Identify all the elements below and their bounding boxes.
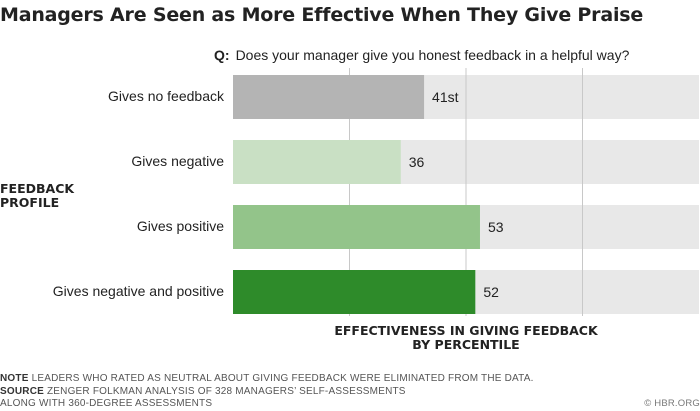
category-label: Gives no feedback: [108, 88, 224, 104]
bar: [233, 140, 401, 184]
bar: [233, 270, 476, 314]
data-label: 53: [488, 219, 504, 235]
category-label: Gives positive: [136, 218, 224, 234]
chart-title: Managers Are Seen as More Effective When…: [0, 4, 644, 26]
y-axis-label-line1: FEEDBACK: [0, 181, 75, 196]
y-axis-label-line2: PROFILE: [0, 195, 60, 210]
bar: [233, 75, 425, 119]
bar: [233, 205, 480, 249]
data-label: 52: [483, 284, 499, 300]
x-axis-label-line1: EFFECTIVENESS IN GIVING FEEDBACK: [334, 323, 598, 338]
question-text: Does your manager give you honest feedba…: [235, 47, 630, 63]
question-prefix: Q:: [214, 47, 230, 63]
source-text-line2: ALONG WITH 360-DEGREE ASSESSMENTS: [0, 398, 213, 409]
source-line: SOURCE ZENGER FOLKMAN ANALYSIS OF 328 MA…: [0, 386, 406, 397]
survey-question: Q: Does your manager give you honest feed…: [214, 47, 629, 63]
data-label: 41st: [432, 89, 459, 105]
source-label: SOURCE: [0, 386, 44, 397]
note-line: NOTE LEADERS WHO RATED AS NEUTRAL ABOUT …: [0, 373, 534, 384]
y-axis-label: FEEDBACK PROFILE: [0, 182, 74, 210]
x-axis-label: EFFECTIVENESS IN GIVING FEEDBACK BY PERC…: [233, 324, 699, 352]
note-text: LEADERS WHO RATED AS NEUTRAL ABOUT GIVIN…: [31, 373, 534, 384]
data-label: 36: [409, 154, 425, 170]
category-label: Gives negative and positive: [52, 283, 224, 299]
category-label: Gives negative: [131, 153, 224, 169]
source-line-2: ALONG WITH 360-DEGREE ASSESSMENTS: [0, 398, 212, 409]
source-text-line1: ZENGER FOLKMAN ANALYSIS OF 328 MANAGERS’…: [46, 386, 406, 397]
note-label: NOTE: [0, 373, 29, 384]
credit: © HBR.ORG: [644, 398, 700, 409]
x-axis-label-line2: BY PERCENTILE: [412, 337, 520, 352]
bar-chart: 41st 36 53 52: [233, 68, 699, 316]
